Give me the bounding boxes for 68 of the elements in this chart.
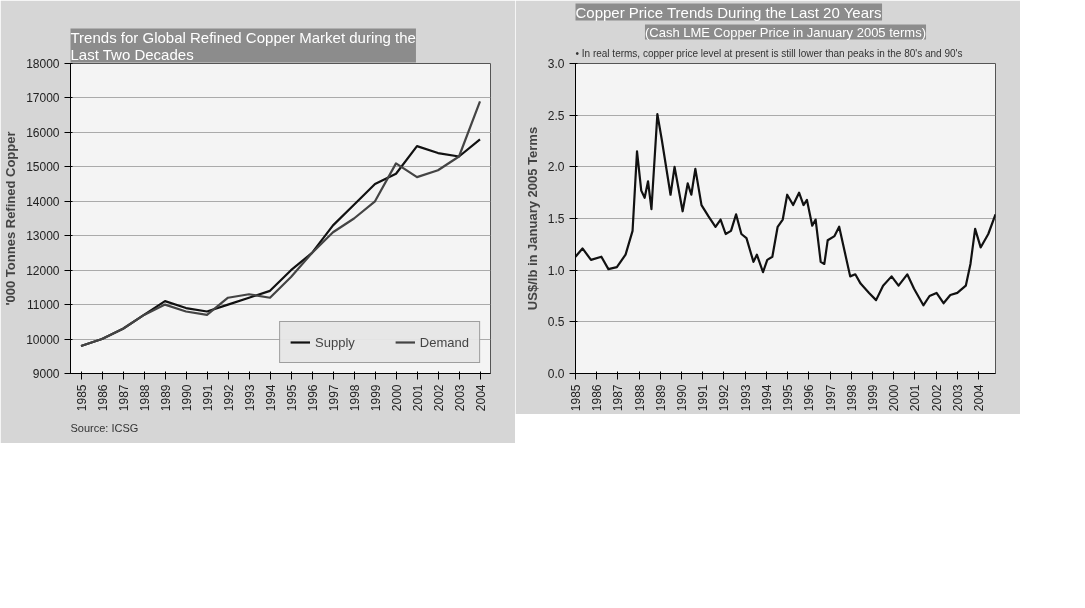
y-tick-label: 13000 [26, 229, 60, 244]
line-series [575, 113, 996, 307]
x-tick-label: 1992 [717, 384, 732, 412]
x-tick-label: 2003 [950, 384, 965, 412]
y-tick-label: 17000 [26, 91, 60, 106]
x-tick-label: 1996 [305, 384, 320, 412]
y-tick-label: 12000 [26, 263, 60, 278]
y-tick-label: 15000 [26, 160, 60, 175]
legend-label: Demand [419, 334, 469, 350]
text: • In real terms, copper price level at present is still lower than peaks in the 80's and 90's [575, 47, 963, 59]
x-tick-label: 1990 [179, 384, 194, 412]
y-tick-label: 0.0 [547, 367, 565, 381]
x-tick-label: 1988 [632, 384, 647, 412]
y-tick-label: 11000 [27, 298, 60, 313]
source-note: Source: ICSG [70, 421, 139, 434]
y-tick-label: 0.5 [547, 315, 565, 330]
y-tick-label: 14000 [26, 194, 60, 209]
y-axis-title: '000 Tonnes Refined Copper [3, 131, 19, 306]
x-tick-label: 1991 [696, 384, 711, 412]
x-tick-label: 1994 [759, 384, 774, 412]
x-tick-label: 1988 [137, 384, 152, 412]
x-tick-label: 1999 [865, 384, 880, 412]
x-tick-label: 1987 [611, 384, 626, 412]
line-series [79, 100, 482, 348]
x-tick-label: 1994 [263, 384, 278, 412]
x-tick-label: 2003 [452, 384, 467, 412]
x-tick-label: 1993 [738, 384, 753, 412]
x-tick-label: 2004 [972, 384, 987, 412]
chart-title: Trends for Global Refined Copper Market during the Last Two Decades [70, 28, 416, 63]
x-tick-label: 1985 [569, 384, 583, 412]
x-tick-label: 1989 [158, 384, 173, 412]
legend-label: Supply [315, 334, 355, 350]
x-tick-label: 1996 [802, 384, 817, 412]
y-tick-label: 18000 [26, 57, 60, 71]
x-tick-label: 1992 [221, 384, 236, 412]
x-tick-label: 1990 [675, 384, 690, 412]
x-tick-label: 1995 [781, 384, 796, 412]
y-tick-label: 1.5 [547, 212, 565, 226]
x-tick-label: 2001 [908, 384, 923, 412]
y-tick-label: 16000 [26, 125, 60, 140]
x-tick-label: 1995 [284, 384, 299, 412]
chart-title: Copper Price Trends During the Last 20 Years [575, 3, 882, 21]
x-tick-label: 2000 [389, 384, 404, 412]
x-tick-label: 1991 [200, 384, 215, 412]
x-tick-label: 1999 [368, 384, 383, 412]
x-tick-label: 1998 [844, 384, 859, 412]
x-tick-label: 1987 [116, 384, 131, 412]
x-tick-label: 2002 [929, 384, 944, 412]
x-tick-label: 1989 [653, 384, 668, 412]
y-tick-label: 3.0 [547, 57, 565, 71]
chart-subtitle: (Cash LME Copper Price in January 2005 terms) [644, 24, 927, 40]
x-tick-label: 2002 [431, 384, 446, 412]
y-tick-label: 1.0 [547, 263, 565, 278]
y-tick-label: 9000 [32, 367, 60, 381]
x-tick-label: 1986 [95, 384, 110, 412]
x-tick-label: 1985 [74, 384, 89, 412]
x-tick-label: 1997 [326, 384, 341, 412]
y-tick-label: 10000 [26, 332, 60, 347]
x-tick-label: 2001 [410, 384, 425, 412]
y-tick-label: 2.0 [547, 160, 565, 175]
x-tick-label: 1993 [242, 384, 257, 412]
y-tick-label: 2.5 [547, 108, 565, 123]
x-tick-label: 1998 [347, 384, 362, 412]
y-axis-title: US$/lb in January 2005 Terms [524, 126, 540, 311]
x-tick-label: 2004 [473, 384, 488, 412]
x-tick-label: 1997 [823, 384, 838, 412]
x-tick-label: 1986 [590, 384, 605, 412]
x-tick-label: 2000 [887, 384, 902, 412]
